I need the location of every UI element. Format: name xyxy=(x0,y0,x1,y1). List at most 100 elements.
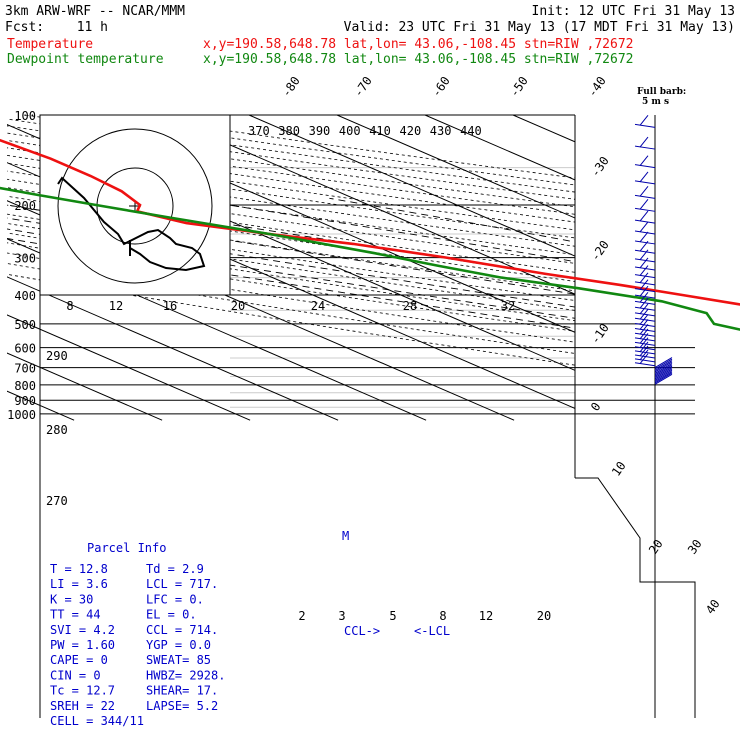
parcel-info-row-right: YGP = 0.0 xyxy=(146,638,211,652)
wind-barb-flag xyxy=(639,328,649,340)
wind-barb-flag xyxy=(639,319,649,330)
wind-barb xyxy=(634,207,656,212)
wind-barb-flag xyxy=(639,341,649,353)
wind-barb xyxy=(654,358,673,370)
wind-barb xyxy=(654,369,673,381)
wind-barb xyxy=(634,350,656,355)
wind-barb-flag xyxy=(639,155,649,166)
pressure-tick-label: 300 xyxy=(14,252,36,266)
pressure-tick-label: 800 xyxy=(14,379,36,393)
barb-key-units: 5 m s xyxy=(642,97,669,107)
wind-barb-flag xyxy=(639,345,649,357)
dewpoint-legend-label: Dewpoint temperature xyxy=(7,52,164,67)
parcel-info-row-left: CELL = 344/11 xyxy=(50,714,144,728)
wind-barb xyxy=(654,357,673,369)
parcel-info-row-right: LAPSE= 5.2 xyxy=(146,699,218,713)
parcel-info-row-right: Td = 2.9 xyxy=(146,562,204,576)
wind-barb-flag xyxy=(639,285,649,297)
wind-barb-flag xyxy=(639,240,649,252)
parcel-info-title: Parcel Info xyxy=(87,541,166,555)
mixing-ratio-label: 20 xyxy=(537,609,551,623)
pressure-tick-label: 400 xyxy=(14,289,36,303)
wind-barb xyxy=(634,300,656,305)
wind-barb xyxy=(634,219,656,224)
isotherm-tick-label: 30 xyxy=(685,537,705,557)
mixing-ratio-label: 3 xyxy=(338,609,345,623)
wind-barb-flag xyxy=(639,337,649,349)
inset-speed-label: 16 xyxy=(163,299,177,313)
isotherm-tick-label: 20 xyxy=(646,537,666,557)
wind-barb xyxy=(634,258,656,263)
mixing-ratio-label: 8 xyxy=(439,609,446,623)
theta-tick-label: 410 xyxy=(369,124,391,138)
wind-barb xyxy=(654,367,673,379)
wind-barb xyxy=(654,372,673,384)
theta-tick-label: 420 xyxy=(400,124,422,138)
inset-speed-label: 24 xyxy=(311,299,325,313)
parcel-info-row-left: CIN = 0 xyxy=(50,668,101,682)
parcel-info-row-right: SHEAR= 17. xyxy=(146,684,218,698)
parcel-info-row-left: SVI = 4.2 xyxy=(50,623,115,637)
dewpoint-trace xyxy=(0,186,740,331)
wind-barb xyxy=(634,312,656,317)
isotherm-line xyxy=(512,115,695,421)
parcel-info-row-right: CCL = 714. xyxy=(146,623,218,637)
parcel-info-row-right: LCL = 717. xyxy=(146,577,218,591)
pressure-tick-label: 600 xyxy=(14,342,36,356)
isotherm-tick-label: 10 xyxy=(609,459,629,479)
isotherm-line xyxy=(7,115,251,421)
parcel-info-row-right: LFC = 0. xyxy=(146,592,204,606)
wind-barb-flag xyxy=(639,265,649,276)
theta-tick-label: 380 xyxy=(278,124,300,138)
init-time: Init: 12 UTC Fri 31 May 13 xyxy=(532,4,736,19)
parcel-info-row-left: TT = 44 xyxy=(50,608,101,622)
isotherm-tick-label: -70 xyxy=(351,74,375,100)
wind-barb-flag xyxy=(639,308,649,320)
wind-barb xyxy=(654,361,673,373)
wind-barb xyxy=(634,322,656,327)
wind-barb xyxy=(634,230,656,235)
isotherm-tick-label: 40 xyxy=(703,597,723,617)
isotherm-line xyxy=(424,115,695,421)
parcel-info-row-left: PW = 1.60 xyxy=(50,638,115,652)
parcel-info-row-left: SREH = 22 xyxy=(50,699,115,713)
mixing-ratio-label: 2 xyxy=(298,609,305,623)
mixing-ratio-label: 5 xyxy=(389,609,396,623)
ccl-marker: CCL-> xyxy=(344,624,380,638)
isotherm-line xyxy=(7,115,163,421)
parcel-info-row-left: CAPE = 0 xyxy=(50,653,108,667)
wind-barb xyxy=(634,164,656,169)
wind-barb xyxy=(634,194,656,199)
parcel-info-row-left: LI = 3.6 xyxy=(50,577,108,591)
wind-barb xyxy=(654,365,673,377)
pressure-tick-label: 200 xyxy=(14,199,36,213)
wind-barb xyxy=(634,332,656,337)
isotherm-tick-label: -80 xyxy=(279,74,303,100)
parcel-info-row-left: T = 12.8 xyxy=(50,562,108,576)
isotherm-tick-label: -40 xyxy=(585,74,609,100)
theta-tick-label: 290 xyxy=(46,349,68,363)
wind-barb xyxy=(634,123,656,128)
wind-barb-flag xyxy=(639,323,649,335)
inset-speed-label: 8 xyxy=(66,299,73,313)
wind-barb-flag xyxy=(639,292,649,303)
inset-speed-label: 12 xyxy=(109,299,123,313)
parcel-info-row-left: K = 30 xyxy=(50,592,93,606)
wind-barb-flag xyxy=(639,115,649,126)
wind-barb-flag xyxy=(639,136,649,148)
isotherm-tick-label: -60 xyxy=(429,74,453,100)
pressure-tick-label: 100 xyxy=(14,109,36,123)
hodograph-inset xyxy=(39,114,231,296)
wind-barb-flag xyxy=(639,210,649,222)
wind-barb xyxy=(634,317,656,322)
wind-barb-flag xyxy=(639,272,649,284)
dry-adiabat xyxy=(7,115,695,421)
pressure-tick-label: 700 xyxy=(14,362,36,376)
pressure-tick-label: 500 xyxy=(14,318,36,332)
isotherm-line xyxy=(7,115,339,421)
hodograph-ring-20 xyxy=(57,128,213,284)
wind-barb xyxy=(634,180,656,185)
isotherm-line xyxy=(7,115,603,421)
wind-barb-flag xyxy=(639,303,649,315)
